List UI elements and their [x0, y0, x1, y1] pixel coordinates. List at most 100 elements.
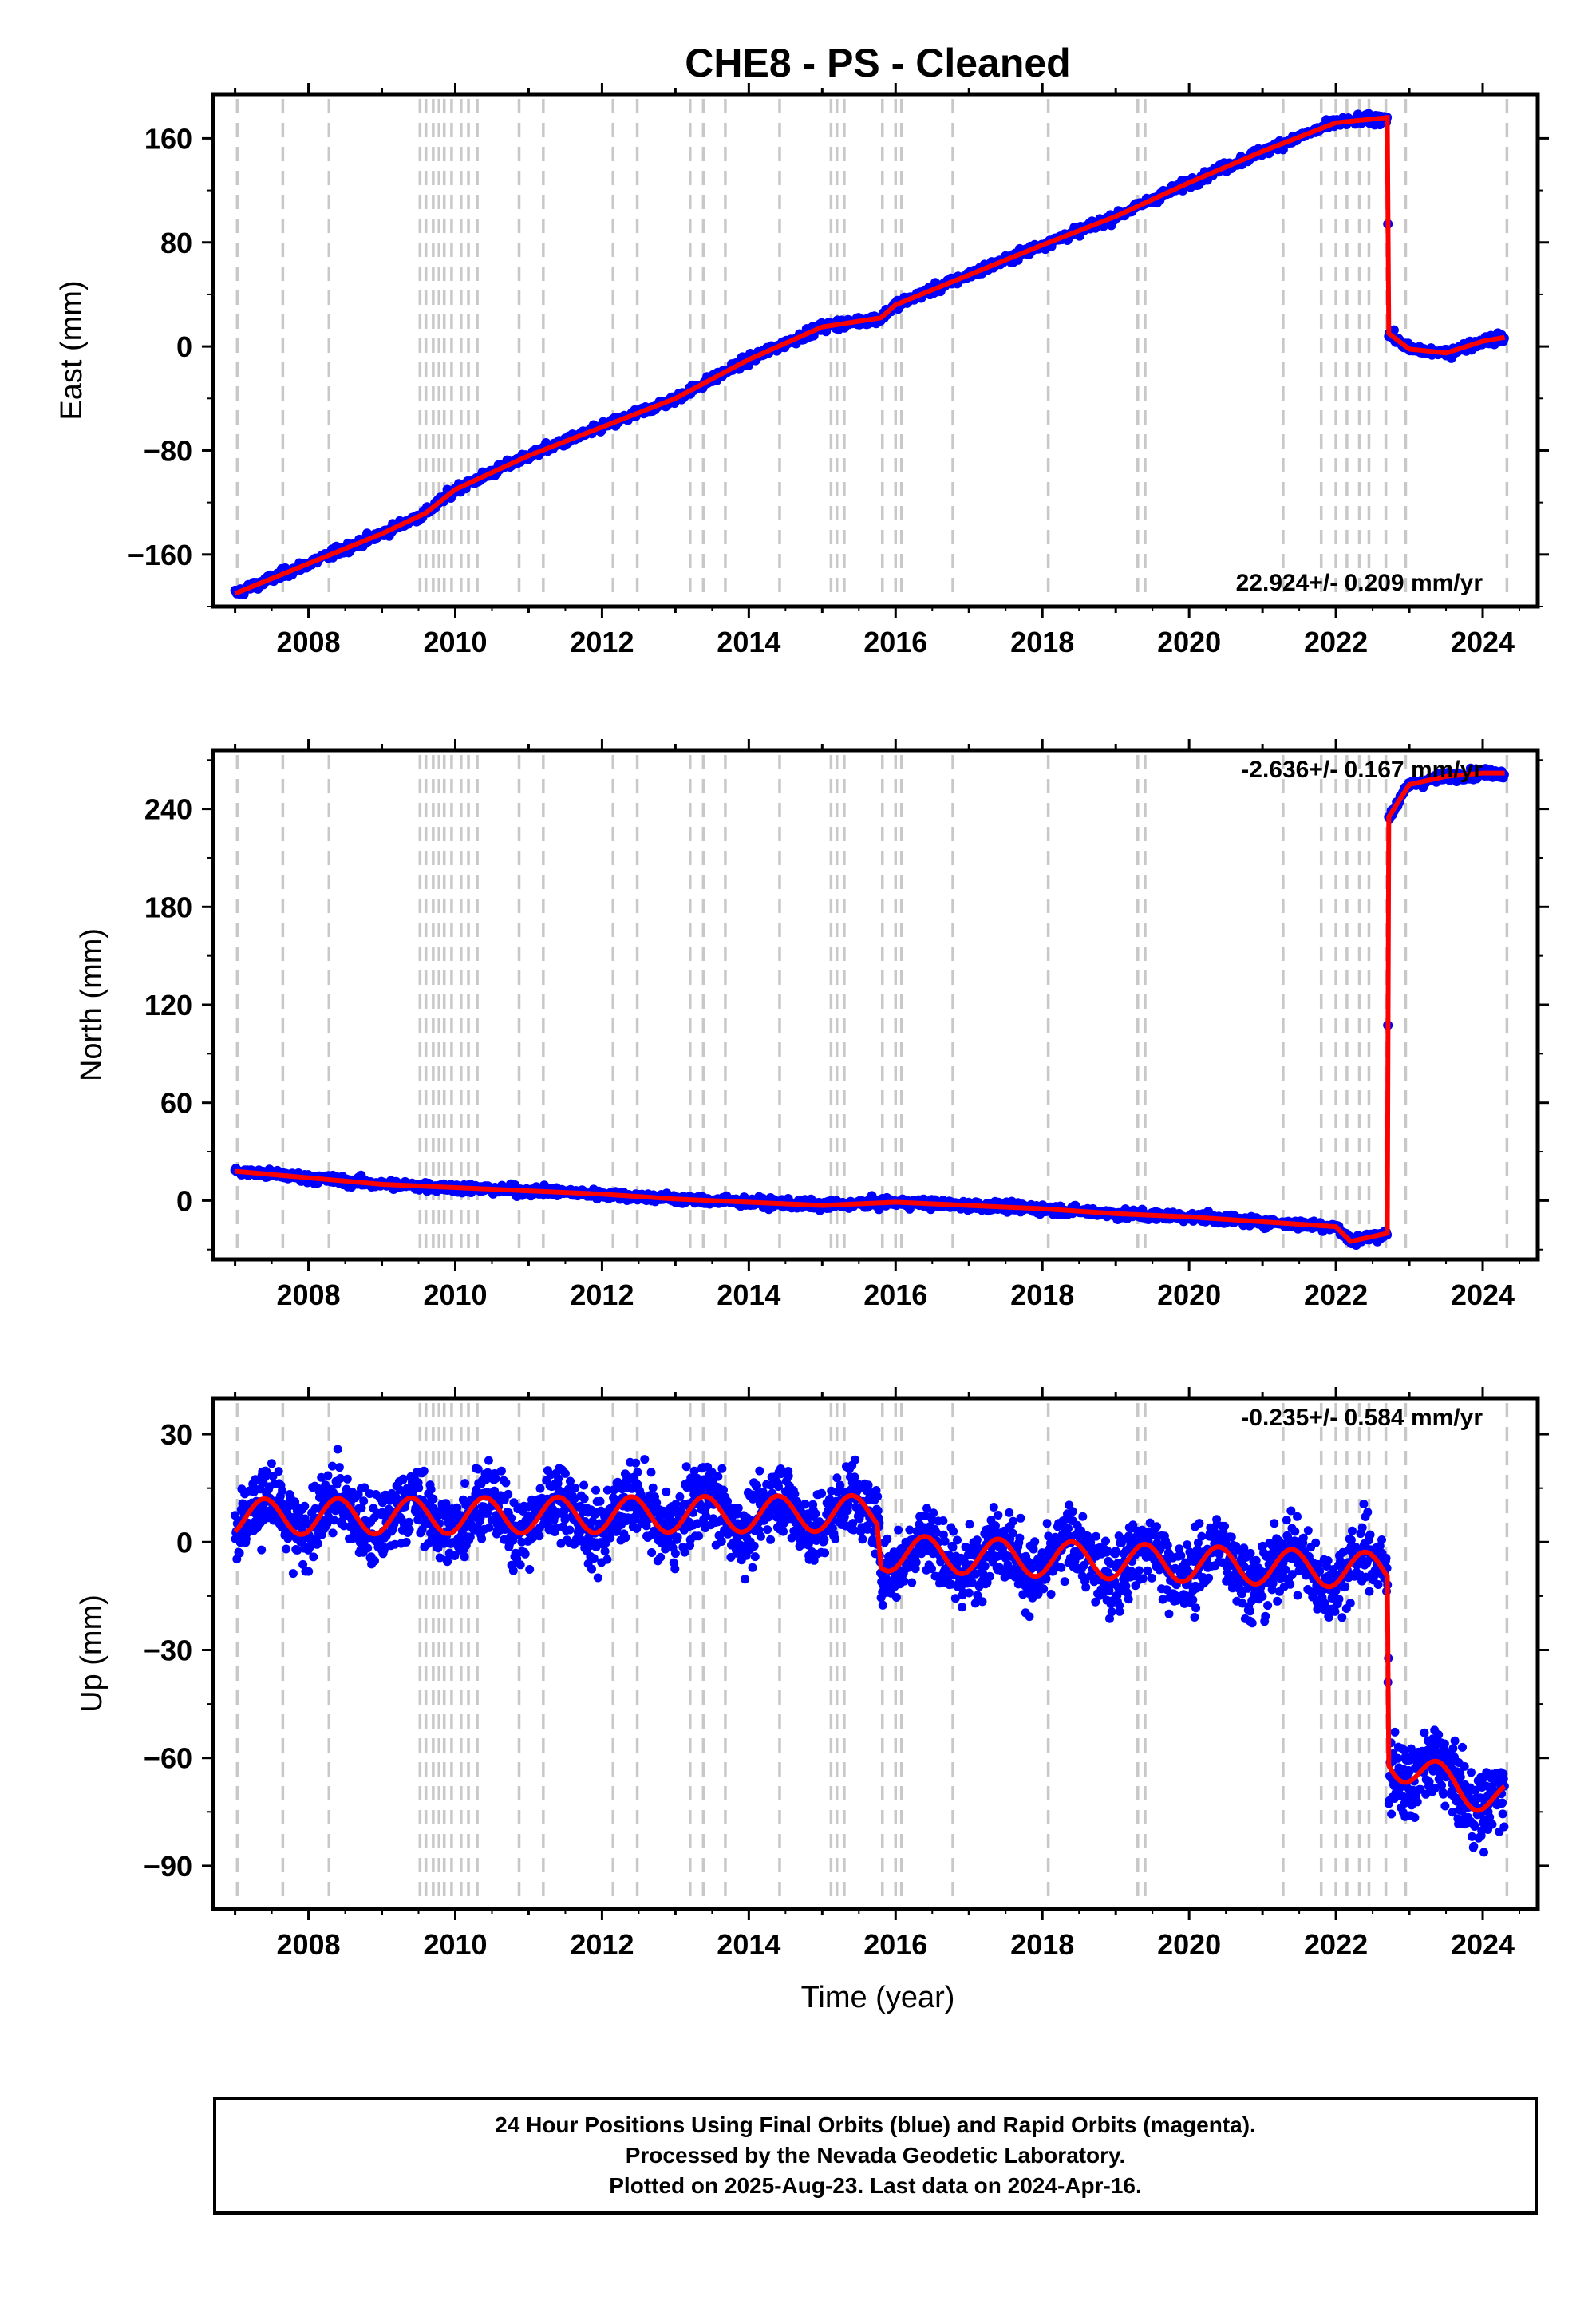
data-point — [429, 1504, 438, 1513]
data-point — [831, 1534, 840, 1543]
y-tick-label: 240 — [144, 793, 192, 826]
data-point — [989, 1503, 998, 1512]
x-tick-label: 2020 — [1157, 1279, 1221, 1311]
data-point — [267, 1459, 276, 1468]
data-point — [922, 1504, 931, 1513]
data-point — [646, 1468, 656, 1477]
data-point — [675, 1492, 685, 1501]
data-point — [602, 1485, 612, 1495]
data-point — [257, 1545, 267, 1555]
data-points — [230, 109, 1509, 599]
data-point — [516, 1560, 525, 1570]
data-point — [784, 1471, 793, 1480]
data-point — [274, 1467, 283, 1476]
fit-line — [234, 114, 1506, 596]
data-point — [741, 1575, 750, 1584]
data-point — [950, 1594, 960, 1603]
data-point — [630, 1514, 640, 1524]
data-point — [863, 1480, 873, 1490]
data-point — [927, 1564, 936, 1574]
data-point — [949, 1527, 958, 1536]
y-tick-label: −80 — [144, 434, 192, 467]
data-point — [749, 1541, 759, 1551]
x-tick-label: 2014 — [717, 626, 780, 658]
data-point — [579, 1480, 589, 1490]
data-point — [525, 1565, 535, 1574]
data-point — [972, 1535, 982, 1545]
data-point — [412, 1508, 421, 1517]
y-tick-label: 60 — [160, 1087, 192, 1120]
rate-annotation: -2.636+/- 0.167 mm/yr — [1241, 757, 1483, 783]
data-point — [750, 1552, 760, 1562]
data-point — [336, 1474, 345, 1483]
data-point — [763, 1525, 772, 1535]
data-point — [701, 1512, 711, 1521]
data-point — [662, 1487, 671, 1496]
data-points — [230, 763, 1509, 1250]
data-point — [647, 1548, 657, 1557]
data-point — [491, 1474, 500, 1483]
data-point — [559, 1505, 569, 1515]
data-point — [370, 1556, 379, 1566]
data-point — [958, 1603, 967, 1612]
data-point — [484, 1523, 494, 1532]
data-point — [891, 1593, 901, 1602]
data-point — [508, 1566, 518, 1575]
data-point — [811, 1509, 820, 1518]
data-point — [671, 1500, 681, 1509]
data-point — [929, 1508, 938, 1518]
y-tick-label: 160 — [144, 122, 192, 155]
data-point — [278, 1486, 287, 1496]
data-point — [723, 1496, 732, 1506]
data-point — [652, 1498, 662, 1508]
data-point — [748, 1563, 757, 1572]
data-point — [490, 1486, 500, 1496]
data-point — [755, 1466, 764, 1476]
data-point — [805, 1537, 815, 1547]
data-point — [873, 1506, 883, 1516]
x-tick-label: 2008 — [277, 1279, 341, 1311]
data-point — [932, 1528, 942, 1537]
data-point — [405, 1525, 414, 1535]
data-point — [504, 1489, 513, 1499]
data-point — [429, 1494, 438, 1504]
data-point — [849, 1525, 859, 1535]
data-point — [680, 1547, 689, 1557]
data-point — [940, 1536, 950, 1546]
data-point — [670, 1549, 680, 1559]
data-point — [965, 1520, 974, 1529]
data-point — [323, 1471, 333, 1480]
fit-line — [235, 770, 1505, 1244]
data-point — [484, 1456, 493, 1465]
x-tick-label: 2024 — [1451, 626, 1515, 658]
x-tick-label: 2022 — [1304, 1279, 1368, 1311]
x-tick-label: 2010 — [423, 1279, 487, 1311]
data-point — [648, 1483, 658, 1492]
data-point — [508, 1535, 518, 1545]
data-point — [333, 1445, 342, 1454]
data-point — [579, 1494, 589, 1504]
data-point — [632, 1524, 642, 1533]
data-point — [719, 1485, 728, 1495]
data-point — [899, 1576, 909, 1586]
data-point — [405, 1517, 414, 1527]
data-point — [610, 1485, 619, 1495]
data-point — [535, 1484, 545, 1493]
data-point — [907, 1578, 917, 1587]
data-point — [980, 1561, 990, 1571]
data-point — [707, 1468, 717, 1477]
data-point — [328, 1461, 337, 1471]
data-point — [953, 1535, 962, 1545]
data-point — [473, 1464, 483, 1474]
y-tick-label: 0 — [176, 330, 192, 363]
data-point — [317, 1472, 326, 1482]
data-point — [235, 1548, 244, 1558]
data-point — [595, 1496, 605, 1506]
y-tick-label: 180 — [144, 891, 192, 923]
data-point — [231, 1511, 240, 1520]
data-point — [419, 1466, 429, 1476]
